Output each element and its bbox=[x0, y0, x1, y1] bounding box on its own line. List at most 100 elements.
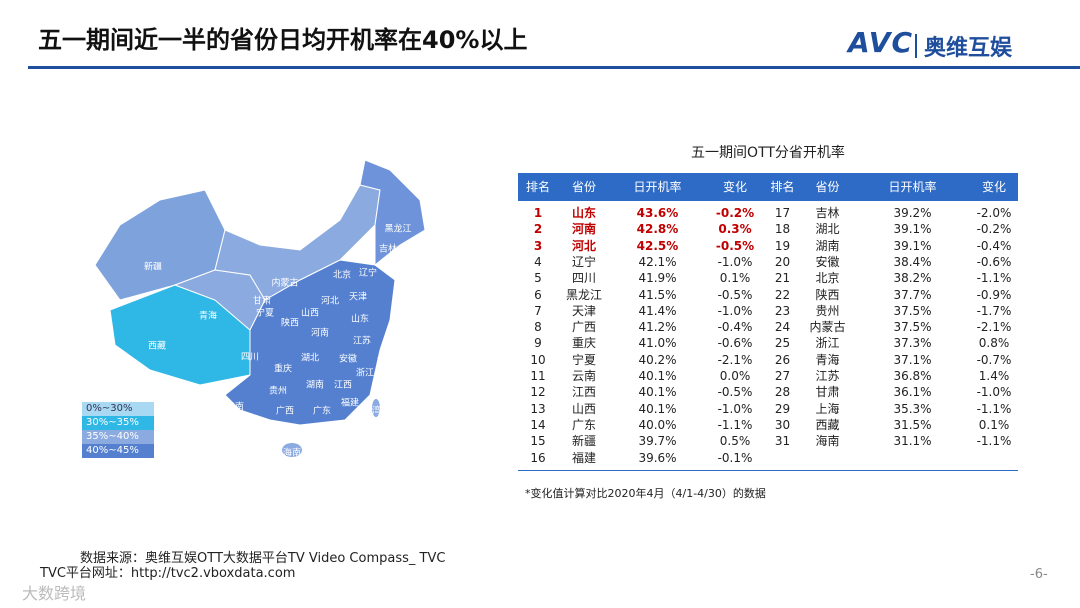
map-label: 内蒙古 bbox=[271, 278, 299, 289]
table-cell: 38.4% bbox=[893, 254, 932, 269]
table-cell: 21 bbox=[774, 271, 791, 286]
table-cell: 41.9% bbox=[638, 271, 677, 286]
legend-label: 30%~35% bbox=[86, 417, 139, 428]
map-label: 西藏 bbox=[147, 341, 167, 352]
map-label: 辽宁 bbox=[358, 268, 378, 279]
table-cell: 29 bbox=[774, 401, 791, 416]
table-cell: 陕西 bbox=[815, 287, 840, 302]
table-cell: 江苏 bbox=[815, 369, 840, 383]
table-header bbox=[518, 173, 1018, 201]
table-cell: -0.5% bbox=[717, 287, 753, 302]
table-cell: 41.2% bbox=[638, 320, 677, 335]
map-label: 黑龙江 bbox=[384, 224, 412, 235]
table-cell: 河北 bbox=[571, 238, 596, 253]
table-cell: -2.1% bbox=[976, 320, 1012, 335]
table-cell: 28 bbox=[774, 385, 791, 400]
map-label: 河南 bbox=[310, 328, 330, 339]
map-label: 贵州 bbox=[268, 386, 288, 397]
table-cell: 42.5% bbox=[636, 238, 679, 253]
header-cell: 日开机率 bbox=[888, 180, 937, 194]
table-cell: 5 bbox=[534, 271, 542, 286]
table-cell: 13 bbox=[530, 401, 546, 416]
table-cell: -0.1% bbox=[717, 450, 753, 465]
watermark: 大数跨境 bbox=[22, 584, 87, 603]
table-cell: 40.0% bbox=[638, 417, 677, 432]
table-cell: 10 bbox=[530, 352, 546, 367]
table-cell: 0.1% bbox=[719, 271, 751, 286]
table-cell: 福建 bbox=[571, 450, 596, 465]
legend-swatch bbox=[82, 430, 154, 444]
site: TVC平台网址：http://tvc2.vboxdata.com bbox=[40, 566, 296, 581]
table-cell: 37.5% bbox=[893, 303, 932, 318]
table-cell: 26 bbox=[774, 352, 791, 367]
map-label: 山西 bbox=[300, 308, 320, 319]
table-cell: 海南 bbox=[815, 434, 840, 449]
table-cell: 0.3% bbox=[718, 222, 752, 237]
table-cell: 37.5% bbox=[893, 320, 932, 335]
table-cell: 1 bbox=[533, 206, 543, 220]
table-cell: 宁夏 bbox=[571, 352, 596, 367]
table-cell: 39.1% bbox=[893, 222, 932, 237]
map-label: 澳门 bbox=[312, 433, 332, 444]
table-cell: 37.3% bbox=[893, 336, 932, 351]
map-label: 安徽 bbox=[338, 354, 358, 365]
table-cell: 41.4% bbox=[638, 303, 677, 318]
table-cell: 吉林 bbox=[815, 206, 840, 220]
map-label: 陕西 bbox=[280, 318, 300, 329]
table-cell: 7 bbox=[534, 303, 542, 318]
table-cell: 42.8% bbox=[636, 222, 679, 237]
header-cell: 日开机率 bbox=[633, 180, 682, 194]
map-label: 北京 bbox=[332, 270, 352, 281]
table-cell: -1.7% bbox=[976, 303, 1012, 318]
legend-swatch bbox=[82, 444, 154, 458]
table-cell: -2.0% bbox=[976, 206, 1012, 220]
table-cell: 39.2% bbox=[893, 206, 932, 220]
table-cell: 9 bbox=[534, 336, 542, 351]
header-cell: 省份 bbox=[815, 180, 840, 194]
table-cell: 35.3% bbox=[893, 401, 932, 416]
table-cell: 31.1% bbox=[893, 434, 932, 449]
map-label: 江西 bbox=[333, 380, 353, 391]
table-cell: -2.1% bbox=[717, 352, 753, 367]
table-cell: 上海 bbox=[815, 401, 840, 416]
table-cell: -1.0% bbox=[717, 303, 753, 318]
table-cell: 6 bbox=[534, 287, 542, 302]
map-label: 香港 bbox=[338, 424, 358, 435]
table-cell: 西藏 bbox=[815, 417, 840, 432]
table-cell: -0.4% bbox=[717, 320, 753, 335]
table-cell: 湖北 bbox=[815, 222, 840, 237]
table-cell: -0.6% bbox=[717, 336, 753, 351]
table-cell: 14 bbox=[530, 417, 546, 432]
table-cell: 新疆 bbox=[571, 434, 596, 449]
table-cell: 39.7% bbox=[638, 434, 677, 449]
table-cell: 黑龙江 bbox=[565, 287, 602, 302]
table-cell: 2 bbox=[533, 222, 543, 237]
legend-label: 0%~30% bbox=[86, 403, 133, 414]
table-cell: 11 bbox=[530, 369, 546, 383]
map-label: 天津 bbox=[348, 292, 368, 303]
table-cell: 43.6% bbox=[636, 206, 679, 220]
title: 五一期间近一半的省份日均开机率在40%以上 bbox=[38, 26, 528, 54]
table-cell: 广东 bbox=[571, 417, 596, 432]
table-cell: -0.2% bbox=[976, 222, 1012, 237]
header-cell: 排名 bbox=[525, 180, 550, 194]
table-cell: 19 bbox=[774, 238, 791, 253]
footnote: *变化值计算对比2020年4月（4/1-4/30）的数据 bbox=[525, 487, 766, 500]
table-cell: 31.5% bbox=[893, 417, 932, 432]
table-cell: 39.6% bbox=[638, 450, 677, 465]
map-label: 甘肃 bbox=[252, 296, 272, 307]
region bbox=[282, 443, 302, 457]
table-cell: 3 bbox=[533, 238, 543, 253]
table-cell: 广西 bbox=[571, 320, 596, 335]
table-cell: 20 bbox=[774, 254, 791, 269]
table-cell: 四川 bbox=[571, 271, 596, 286]
table-cell: -0.4% bbox=[976, 238, 1012, 253]
table-cell: -0.2% bbox=[715, 206, 755, 220]
page-number: -6- bbox=[1030, 567, 1048, 582]
map-label: 青海 bbox=[198, 311, 218, 322]
source: 数据来源：奥维互娱OTT大数据平台TV Video Compass_ TVC bbox=[80, 551, 446, 566]
table-cell: -1.1% bbox=[717, 417, 753, 432]
table-cell: 40.1% bbox=[638, 369, 677, 383]
logo-divider bbox=[915, 34, 917, 58]
map-label: 河北 bbox=[320, 296, 340, 307]
